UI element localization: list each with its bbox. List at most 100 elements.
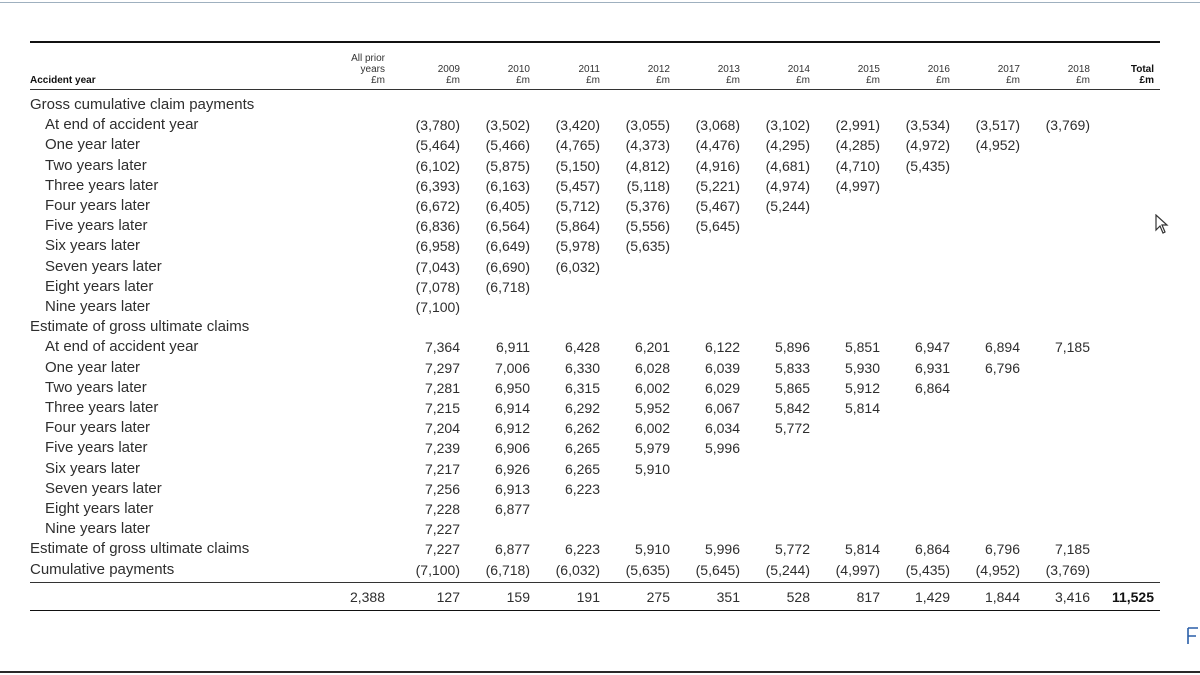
value-cell: 6,914 (494, 400, 530, 416)
column-header-line: £m (1076, 75, 1090, 86)
value-cell: 7,204 (424, 420, 460, 437)
value-cell: (6,032) (555, 258, 600, 275)
value-cell: 6,906 (494, 440, 530, 457)
value-cell: (6,102) (415, 157, 460, 174)
column-header-line: 2014 (787, 64, 810, 75)
value-cell: (2,991) (835, 117, 880, 134)
value-cell: 7,006 (494, 359, 530, 376)
value-cell: 5,772 (774, 541, 810, 558)
value-cell: 6,947 (914, 339, 950, 356)
value-cell: (4,765) (555, 137, 600, 154)
value-cell: 6,864 (914, 379, 950, 396)
column-header-line: £m (936, 75, 950, 86)
value-cell: 5,772 (774, 420, 810, 437)
column-header-line: 2017 (997, 64, 1020, 75)
value-cell: 6,292 (564, 400, 600, 416)
value-cell: 5,979 (634, 440, 670, 457)
column-header-line: 2013 (717, 64, 740, 75)
row-label: Six years later (45, 459, 141, 477)
value-cell: (5,635) (625, 238, 670, 255)
value-cell: 5,952 (634, 400, 670, 416)
value-cell: 6,262 (564, 420, 600, 437)
value-cell: (6,690) (485, 258, 530, 275)
value-cell: 7,228 (424, 501, 460, 517)
value-cell: (4,952) (975, 561, 1020, 578)
table-row: At end of accident year 7,364 6,911 6,428 6,… (0, 337, 1200, 357)
value-cell: (6,718) (485, 278, 530, 295)
value-cell: 191 (576, 589, 600, 605)
value-cell: 6,223 (564, 541, 600, 558)
row-label: Two years later (45, 156, 147, 174)
value-cell: (6,672) (415, 198, 460, 214)
value-cell: (5,645) (695, 218, 740, 235)
value-cell: 5,842 (774, 400, 810, 416)
value-cell: (5,150) (555, 157, 600, 174)
value-cell: 2,388 (349, 589, 385, 605)
value-cell: (3,769) (1045, 561, 1090, 578)
value-cell: 6,950 (494, 379, 530, 396)
column-header-line: £m (726, 75, 740, 86)
value-cell: 6,201 (634, 339, 670, 356)
table-row: Seven years later 7,256 6,913 6,223 (0, 479, 1200, 499)
row-label: Cumulative payments (30, 560, 175, 578)
table-row: Five years later 7,239 6,906 6,265 5,979 5,99… (0, 438, 1200, 458)
table-row: Six years later (6,958) (6,649) (5,978) (5,6… (0, 236, 1200, 256)
value-cell: 6,796 (984, 541, 1020, 558)
column-header-line: £m (1139, 75, 1154, 86)
value-cell: (5,435) (905, 561, 950, 578)
accident-year-header: Accident year (30, 75, 96, 86)
value-cell: 5,910 (634, 460, 670, 477)
column-header-line: £m (446, 75, 460, 86)
value-cell: (5,978) (555, 238, 600, 255)
value-cell: 6,315 (564, 379, 600, 396)
total-top-rule (30, 582, 1160, 583)
column-header-line: 2018 (1067, 64, 1090, 75)
value-cell: 6,265 (564, 460, 600, 477)
value-cell: 6,028 (634, 359, 670, 376)
table-row: Eight years later (7,078) (6,718) (0, 277, 1200, 297)
value-cell: (5,457) (555, 177, 600, 194)
value-cell: (5,244) (765, 198, 810, 214)
summary-row: Estimate of gross ultimate claims 7,227 6,… (0, 539, 1200, 559)
value-cell: 817 (856, 589, 880, 605)
value-cell: 7,215 (424, 400, 460, 416)
value-cell: 5,996 (704, 541, 740, 558)
table-row: Eight years later 7,228 6,877 (0, 499, 1200, 519)
value-cell: 11,525 (1111, 589, 1154, 605)
value-cell: (3,780) (415, 117, 460, 134)
column-header-line: £m (371, 75, 385, 86)
row-label: Nine years later (45, 520, 151, 538)
value-cell: (3,769) (1045, 117, 1090, 134)
value-cell: (3,420) (555, 117, 600, 134)
row-label: At end of accident year (45, 338, 199, 356)
value-cell: (5,118) (626, 177, 670, 194)
summary-row: Cumulative payments (7,100) (6,718) (6,032)… (0, 560, 1200, 580)
table-row: Three years later 7,215 6,914 6,292 5,952 6,0… (0, 398, 1200, 418)
value-cell: 3,416 (1054, 589, 1090, 605)
column-header-line: years (360, 64, 385, 75)
value-cell: 5,851 (844, 339, 880, 356)
value-cell: (5,376) (625, 198, 670, 214)
value-cell: 7,281 (424, 379, 460, 396)
value-cell: (5,244) (765, 561, 810, 578)
value-cell: 7,364 (424, 339, 460, 356)
top-border (0, 2, 1200, 3)
value-cell: (7,100) (415, 299, 460, 315)
value-cell: 6,913 (494, 480, 530, 497)
value-cell: 275 (646, 589, 670, 605)
table-row: Seven years later (7,043) (6,690) (6,032) (0, 257, 1200, 277)
value-cell: (5,221) (695, 177, 740, 194)
value-cell: 7,227 (424, 521, 460, 538)
row-label: Seven years later (45, 479, 162, 497)
row-label: One year later (45, 136, 141, 154)
row-label: Seven years later (45, 257, 162, 275)
value-cell: (5,635) (625, 561, 670, 578)
row-label: Five years later (45, 439, 148, 457)
row-label: One year later (45, 358, 141, 376)
value-cell: (5,466) (485, 137, 530, 154)
section-title: Gross cumulative claim payments (30, 96, 255, 113)
value-cell: (3,068) (695, 117, 740, 134)
row-label: Four years later (45, 419, 151, 437)
value-cell: (4,997) (835, 177, 880, 194)
value-cell: 5,814 (844, 400, 880, 416)
